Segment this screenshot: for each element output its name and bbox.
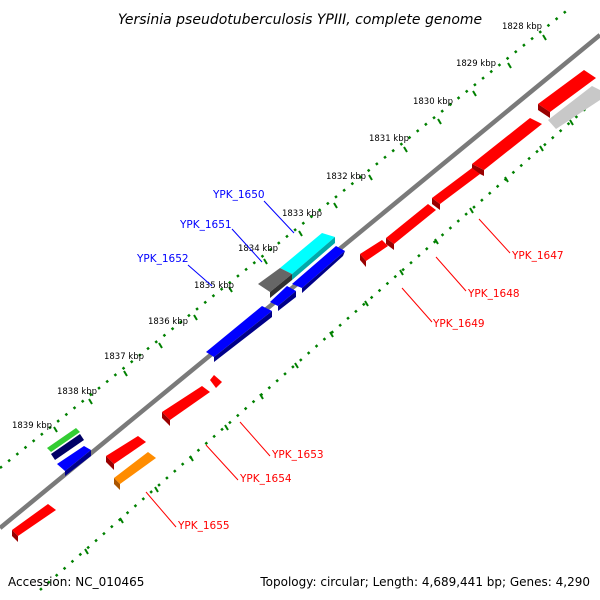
map-title: Yersinia pseudotuberculosis YPIII, compl… — [118, 12, 482, 28]
gene-ypk-1648[interactable] — [432, 168, 480, 204]
gene-ypk-1650-side — [292, 237, 335, 280]
kbp-label: 1828 kbp — [502, 22, 542, 32]
gene-label-ypk-1647[interactable]: YPK_1647 — [511, 250, 564, 262]
kbp-label: 1830 kbp — [413, 97, 453, 107]
kbp-label: 1836 kbp — [148, 317, 188, 327]
accession-text: Accession: NC_010465 — [8, 575, 144, 589]
major-ticks — [53, 34, 574, 555]
gene-navy[interactable] — [51, 434, 84, 460]
kbp-label: 1834 kbp — [238, 244, 278, 254]
gene-blue-2[interactable] — [270, 286, 296, 306]
gene-blue-3-side — [65, 450, 91, 476]
gene-label-ypk-1651[interactable]: YPK_1651 — [179, 219, 232, 231]
kbp-label: 1832 kbp — [326, 172, 366, 182]
gene-ypk-1655-side — [114, 478, 120, 490]
gene-ypk-1648-side — [432, 198, 440, 210]
gene-ypk-1654[interactable] — [162, 386, 210, 420]
gene-ypk-1650[interactable] — [280, 233, 335, 274]
gene-red-top-side — [538, 104, 550, 118]
gene-ypk-1649[interactable] — [386, 204, 436, 244]
gene-grey-top[interactable] — [548, 86, 600, 129]
gene-ypk-1649-side — [386, 238, 394, 250]
gene-ypk-1647-side — [472, 164, 484, 176]
kbp-label: 1835 kbp — [194, 281, 234, 291]
gene-blue-2-side — [278, 291, 296, 311]
outer-tick-ring — [0, 7, 571, 469]
gene-labels: YPK_1650 YPK_1651 YPK_1652 YPK_1647 YPK_… — [136, 189, 564, 532]
gene-label-ypk-1648[interactable]: YPK_1648 — [467, 288, 520, 300]
forward-strand-genes[interactable] — [12, 70, 600, 542]
gene-red-bottom[interactable] — [12, 504, 56, 536]
gene-red-small[interactable] — [360, 240, 388, 261]
kbp-label: 1829 kbp — [456, 59, 496, 69]
kbp-label: 1833 kbp — [282, 209, 322, 219]
gene-red-mid[interactable] — [106, 436, 146, 464]
gene-red-top[interactable] — [538, 70, 596, 112]
gene-ypk-1651[interactable] — [258, 268, 292, 292]
gene-ypk-1651-side — [270, 274, 292, 298]
gene-label-ypk-1653[interactable]: YPK_1653 — [271, 449, 324, 461]
gene-ypk-1647[interactable] — [472, 118, 542, 170]
kbp-label: 1838 kbp — [57, 387, 97, 397]
kbp-label: 1831 kbp — [369, 134, 409, 144]
inner-tick-ring — [39, 95, 600, 591]
gene-label-ypk-1654[interactable]: YPK_1654 — [239, 473, 292, 485]
gene-label-ypk-1655[interactable]: YPK_1655 — [177, 520, 230, 532]
gene-ypk-1652[interactable] — [206, 306, 272, 357]
label-leaders — [145, 200, 511, 528]
gene-label-ypk-1649[interactable]: YPK_1649 — [432, 318, 485, 330]
gene-green[interactable] — [47, 428, 80, 452]
gene-label-ypk-1652[interactable]: YPK_1652 — [136, 253, 189, 265]
gene-blue-3[interactable] — [57, 446, 91, 471]
kbp-label: 1839 kbp — [12, 421, 52, 431]
gene-red-mid-side — [106, 456, 114, 470]
kbp-label: 1837 kbp — [104, 352, 144, 362]
reverse-strand-genes — [47, 233, 345, 476]
gene-ypk-1653[interactable] — [210, 375, 222, 388]
kbp-labels: 1828 kbp 1829 kbp 1830 kbp 1831 kbp 1832… — [12, 22, 542, 431]
gene-ypk-1652-side — [214, 311, 272, 362]
gene-red-bottom-side — [12, 530, 18, 542]
gene-blue-1[interactable] — [292, 246, 345, 288]
gene-red-small-side — [360, 254, 366, 267]
gene-blue-1-side — [302, 251, 345, 293]
gene-ypk-1654-side — [162, 412, 170, 426]
gene-ypk-1655[interactable] — [114, 452, 156, 484]
topology-text: Topology: circular; Length: 4,689,441 bp… — [259, 575, 590, 589]
gene-label-ypk-1650[interactable]: YPK_1650 — [212, 189, 265, 201]
